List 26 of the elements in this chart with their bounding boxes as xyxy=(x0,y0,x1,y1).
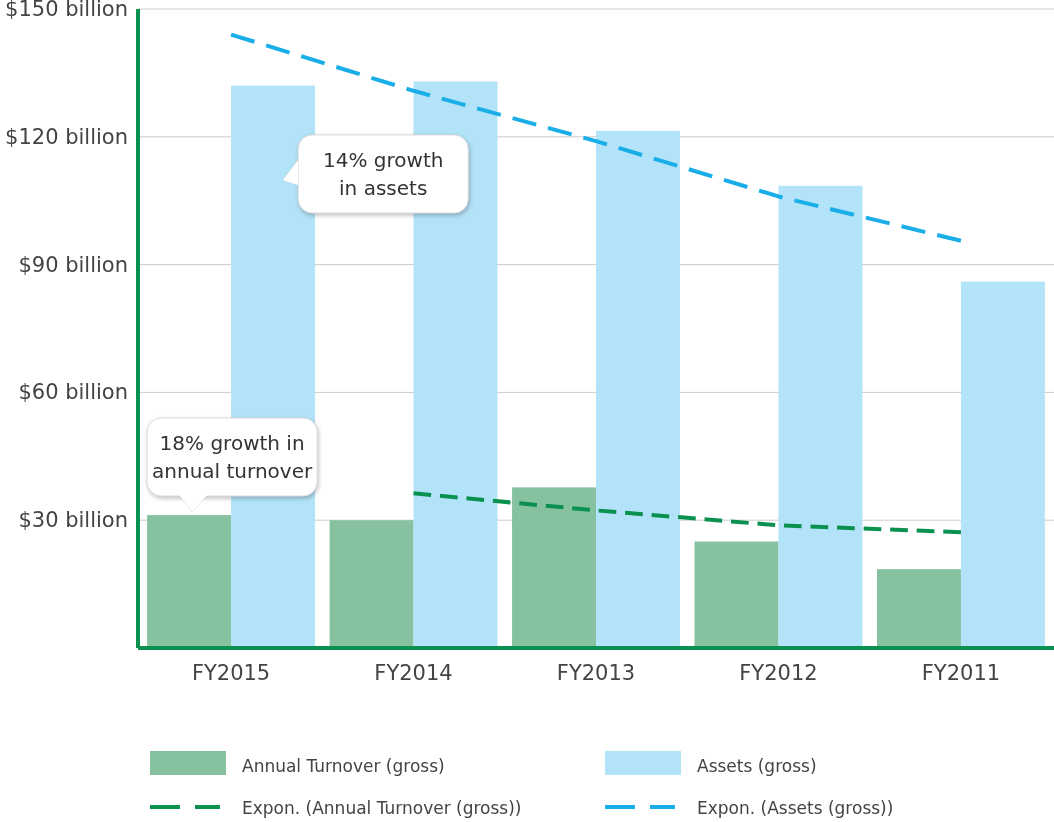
annotation: 18% growth in annual turnover xyxy=(152,431,313,483)
legend-label: Annual Turnover (gross) xyxy=(242,756,445,776)
legend-label: Expon. (Assets (gross)) xyxy=(697,798,894,818)
bar xyxy=(694,541,779,648)
x-tick-label: FY2012 xyxy=(739,661,818,685)
bar xyxy=(960,281,1045,648)
y-tick-label: $60 billion xyxy=(18,380,128,405)
x-tick-label: FY2011 xyxy=(921,661,1001,685)
y-tick-label: $120 billion xyxy=(5,124,128,149)
legend-label: Assets (gross) xyxy=(697,756,817,776)
x-tick-label: FY2014 xyxy=(374,661,453,685)
y-tick-label: $30 billion xyxy=(18,508,128,533)
bar xyxy=(877,569,961,648)
bar xyxy=(147,515,232,648)
legend-label: Expon. (Annual Turnover (gross)) xyxy=(242,798,522,818)
x-tick-label: FY2013 xyxy=(556,661,636,685)
y-tick-label: $150 billion xyxy=(5,0,128,21)
line-series xyxy=(229,32,963,243)
bar xyxy=(512,487,596,648)
line-series xyxy=(411,491,963,535)
annotation: 14% growth in assets xyxy=(323,148,444,200)
bar xyxy=(329,520,414,648)
bar xyxy=(778,185,863,648)
bar xyxy=(596,130,680,648)
y-tick-label: $90 billion xyxy=(18,252,128,277)
x-tick-label: FY2015 xyxy=(191,661,271,685)
